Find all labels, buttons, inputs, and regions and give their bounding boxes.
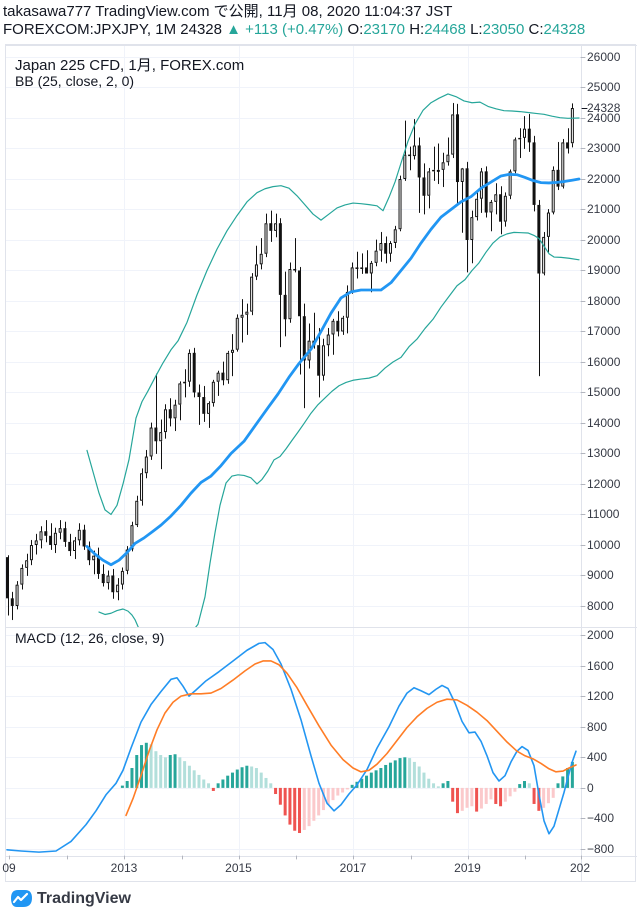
bollinger-indicator-label: BB (25, close, 2, 0) (15, 73, 135, 89)
current-price-label: 24328 (587, 100, 621, 115)
symbol-ohlc-line: FOREXCOM:JPXJPY, 1M 24328 ▲ +113 (+0.47%… (3, 21, 641, 38)
price-tick-label: 9000 (587, 568, 614, 583)
chart-area[interactable]: Japan 225 CFD, 1月, FOREX.com BB (25, clo… (2, 44, 637, 883)
price-tick-label: 17000 (587, 324, 621, 339)
time-tick-label: 2019 (454, 861, 481, 875)
time-tick-label: 2017 (339, 861, 367, 875)
time-tick-label: 2015 (225, 861, 252, 875)
price-tick-label: 16000 (587, 354, 621, 369)
ohlc-segment: O: (343, 21, 364, 38)
ohlc-segment: FOREXCOM:JPXJPY, 1M 24328 (3, 21, 222, 38)
price-tick-label: 24000 (587, 110, 621, 125)
macd-tick-label: −400 (587, 811, 615, 826)
ohlc-segment: 23170 (363, 21, 406, 38)
ohlc-segment: 24468 (424, 21, 466, 38)
price-tick-label: 21000 (587, 202, 621, 217)
time-tick-label: 2013 (110, 861, 138, 875)
price-tick-label: 10000 (587, 537, 621, 552)
price-tick-label: 12000 (587, 476, 621, 491)
chart-title: Japan 225 CFD, 1月, FOREX.com (15, 57, 245, 74)
price-tick-label: 22000 (587, 171, 621, 186)
macd-tick-label: 0 (587, 780, 594, 795)
macd-indicator-label: MACD (12, 26, close, 9) (15, 630, 165, 646)
macd-tick-label: 1200 (587, 689, 614, 704)
price-tick-label: 20000 (587, 232, 621, 247)
macd-tick-label: −800 (587, 842, 615, 857)
ohlc-segment: 24328 (543, 21, 586, 38)
price-tick-label: 23000 (587, 141, 621, 156)
price-tick-label: 26000 (587, 50, 621, 64)
time-tick-label: 202 (569, 861, 591, 875)
ohlc-segment: H: (405, 21, 425, 38)
price-tick-label: 14000 (587, 415, 621, 430)
chart-canvas[interactable] (6, 45, 637, 883)
tradingview-brand-text: TradingView (37, 890, 131, 907)
price-tick-label: 19000 (587, 263, 621, 278)
price-tick-label: 13000 (587, 446, 621, 461)
price-tick-label: 15000 (587, 385, 621, 400)
footer: TradingView (0, 882, 641, 920)
macd-tick-label: 800 (587, 719, 608, 734)
macd-tick-label: 2000 (587, 627, 614, 642)
macd-tick-label: 400 (587, 750, 608, 765)
ohlc-segment: L: (465, 21, 483, 38)
price-tick-label: 18000 (587, 293, 621, 308)
time-tick-label: 09 (2, 861, 16, 875)
price-tick-label: 11000 (587, 507, 620, 522)
ohlc-segment: ▲ +113 (+0.47%) (221, 21, 344, 38)
price-tick-label: 8000 (587, 598, 614, 613)
publish-info-line: takasawa777 TradingView.com で公開, 11月 08,… (3, 3, 453, 20)
ohlc-segment: C: (524, 21, 544, 38)
ohlc-segment: 23050 (482, 21, 525, 38)
macd-tick-label: 1600 (587, 658, 614, 673)
tradingview-logo-icon (11, 890, 32, 907)
price-tick-label: 25000 (587, 80, 621, 95)
